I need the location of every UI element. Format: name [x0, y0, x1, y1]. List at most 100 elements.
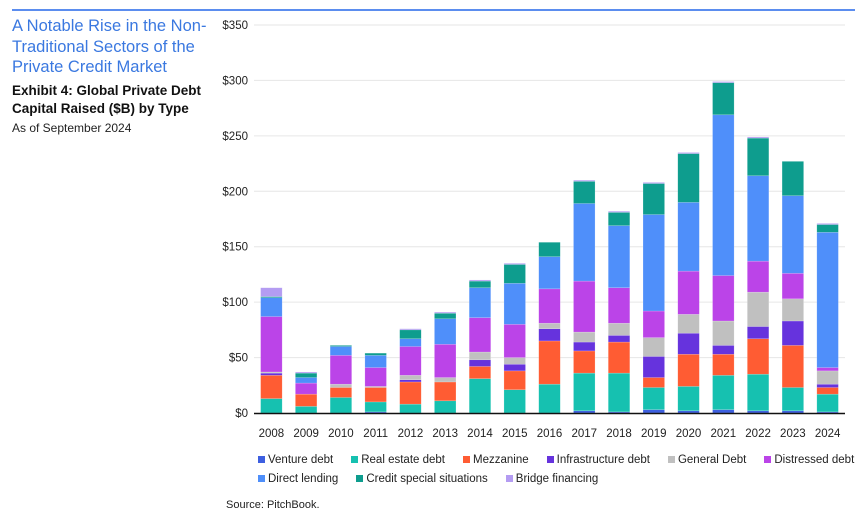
bar-segment-bridge-financing [712, 81, 735, 83]
bar-segment-direct-lending [329, 346, 352, 356]
legend-label: Credit special situations [366, 472, 488, 485]
bar-segment-distressed-debt [260, 316, 283, 373]
y-tick-label: $350 [222, 20, 248, 32]
as-of-date: As of September 2024 [12, 120, 132, 135]
y-tick-label: $50 [229, 353, 248, 365]
stacked-bar-chart: $0$50$100$150$200$250$300$350 2008 2009 20… [222, 20, 845, 440]
bar-stack-2010 [329, 345, 352, 414]
bar-segment-bridge-financing [608, 210, 631, 213]
bar-segment-credit-special-situations [260, 296, 283, 298]
x-tick-label: 2012 [398, 428, 424, 440]
bar-stack-2009 [295, 371, 318, 414]
bar-segment-credit-special-situations [434, 312, 457, 320]
bar-segment-distressed-debt [642, 310, 665, 338]
bar-stack-2013 [434, 311, 457, 414]
x-tick-label: 2023 [780, 428, 806, 440]
bar-segment-credit-special-situations [781, 161, 804, 196]
legend-label: Venture debt [268, 453, 334, 466]
bar-segment-direct-lending [260, 297, 283, 317]
bar-segment-general-debt [816, 370, 839, 385]
bar-segment-general-debt [573, 331, 596, 343]
bar-segment-infrastructure-debt [747, 326, 770, 339]
bar-segment-infrastructure-debt [781, 320, 804, 346]
bar-segment-distressed-debt [608, 287, 631, 324]
bar-segment-real-estate-debt [260, 398, 283, 414]
x-tick-label: 2009 [293, 428, 319, 440]
legend-swatch [764, 456, 772, 463]
bar-segment-bridge-financing [434, 311, 457, 314]
bar-segment-general-debt [434, 377, 457, 383]
x-tick-label: 2022 [745, 428, 771, 440]
bar-segment-mezzanine [329, 387, 352, 398]
bar-segment-real-estate-debt [329, 397, 352, 414]
bar-segment-general-debt [608, 322, 631, 336]
legend-item: Credit special situations [356, 472, 488, 485]
bar-stack-2019 [642, 182, 665, 414]
bar-stack-2020 [677, 152, 700, 414]
bar-segment-mezzanine [295, 393, 318, 407]
bar-segment-credit-special-situations [573, 181, 596, 204]
bar-segment-bridge-financing [747, 136, 770, 139]
bar-segment-infrastructure-debt [538, 328, 561, 342]
bar-stack-2021 [712, 81, 735, 414]
bar-segment-direct-lending [295, 377, 318, 384]
legend-label: General Debt [677, 453, 747, 466]
legend-item: Infrastructure debt [546, 454, 650, 466]
x-tick-label: 2018 [606, 428, 632, 440]
bar-segment-direct-lending [781, 195, 804, 274]
title-block: A Notable Rise in the Non-Traditional Se… [12, 16, 212, 135]
legend-label: Mezzanine [473, 453, 529, 466]
bar-segment-real-estate-debt [434, 400, 457, 414]
bar-segment-bridge-financing [573, 179, 596, 182]
bar-segment-general-debt [468, 351, 491, 361]
bar-segment-credit-special-situations [677, 153, 700, 203]
bar-segment-direct-lending [816, 232, 839, 368]
legend-item: General Debt [667, 453, 747, 466]
bar-segment-general-debt [781, 298, 804, 322]
bar-segment-infrastructure-debt [642, 356, 665, 378]
bar-segment-credit-special-situations [468, 280, 491, 288]
legend-label: Real estate debt [361, 453, 445, 466]
headline: A Notable Rise in the Non-Traditional Se… [12, 17, 207, 76]
legend-item: Distressed debt [764, 454, 854, 466]
bar-segment-real-estate-debt [538, 383, 561, 414]
bar-segment-infrastructure-debt [399, 379, 422, 383]
bar-segment-general-debt [538, 322, 561, 329]
bar-segment-credit-special-situations [399, 329, 422, 339]
bar-segment-mezzanine [712, 353, 735, 376]
bar-segment-distressed-debt [329, 355, 352, 385]
legend-swatch [258, 456, 265, 463]
top-rule [12, 9, 855, 11]
bar-segment-real-estate-debt [747, 373, 770, 412]
bar-stack-2023 [781, 161, 804, 414]
y-tick-label: $300 [222, 75, 248, 87]
bar-segment-direct-lending [399, 338, 422, 347]
y-tick-label: $150 [222, 242, 248, 254]
bar-segment-distressed-debt [781, 273, 804, 300]
legend-row: Venture debt Real estate debt Mezzanine Inf… [258, 450, 854, 469]
bar-segment-mezzanine [573, 350, 596, 374]
bar-segment-distressed-debt [573, 280, 596, 333]
bar-stack-2017 [573, 179, 596, 414]
bar-segment-direct-lending [573, 203, 596, 282]
legend-swatch [351, 456, 359, 463]
legend-label: Distressed debt [774, 453, 855, 466]
bar-segment-mezzanine [468, 366, 491, 379]
bar-segment-credit-special-situations [364, 352, 387, 356]
bar-segment-real-estate-debt [364, 401, 387, 413]
bar-segment-venture-debt [677, 410, 700, 414]
bar-segment-distressed-debt [538, 288, 561, 324]
bar-segment-bridge-financing [260, 287, 283, 297]
bar-segment-infrastructure-debt [816, 383, 839, 388]
x-tick-label: 2020 [676, 428, 702, 440]
bar-segment-bridge-financing [503, 263, 526, 265]
bar-segment-real-estate-debt [503, 389, 526, 414]
y-tick-label: $0 [235, 408, 248, 420]
bar-stack-2012 [399, 328, 422, 414]
bar-segment-bridge-financing [677, 152, 700, 154]
bar-segment-distressed-debt [295, 382, 318, 395]
exhibit-title: Exhibit 4: Global Private Debt Capital R… [12, 82, 202, 117]
bar-segment-real-estate-debt [712, 375, 735, 410]
legend-row: Direct lending Credit special situations B… [258, 469, 818, 488]
bar-segment-real-estate-debt [816, 393, 839, 413]
